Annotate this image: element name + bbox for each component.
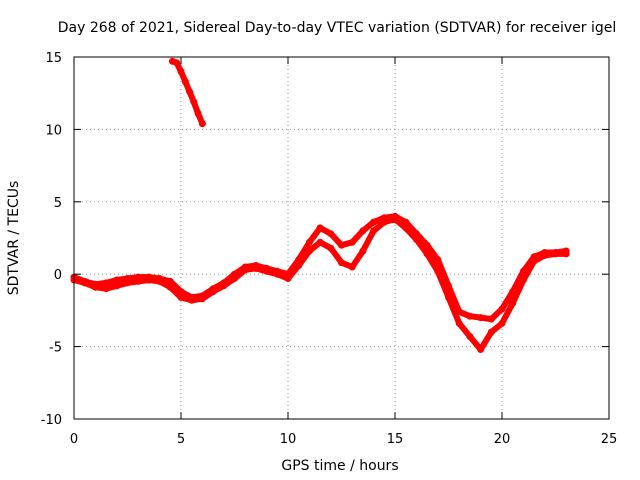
- y-tick-label: 5: [54, 196, 62, 211]
- data-point: [509, 299, 517, 307]
- data-point: [145, 276, 153, 284]
- data-point: [487, 315, 495, 323]
- data-point: [380, 218, 388, 226]
- data-point: [181, 78, 189, 86]
- data-point: [305, 247, 313, 255]
- y-tick-label: -10: [41, 413, 62, 428]
- data-point: [487, 328, 495, 336]
- chart-title: Day 268 of 2021, Sidereal Day-to-day VTE…: [58, 20, 617, 36]
- data-point: [412, 235, 420, 243]
- data-point: [541, 251, 549, 259]
- tick-marks: [73, 56, 610, 420]
- data-point: [370, 218, 378, 226]
- y-tick-label: 15: [45, 51, 62, 66]
- data-point: [434, 256, 442, 264]
- data-point: [113, 282, 121, 290]
- data-point: [284, 275, 292, 282]
- data-point: [562, 250, 570, 258]
- data-point: [519, 276, 527, 284]
- data-point: [102, 279, 110, 287]
- data-point: [198, 120, 206, 128]
- data-point: [173, 59, 181, 67]
- data-point: [102, 285, 110, 293]
- data-point: [188, 296, 196, 304]
- data-point: [338, 241, 345, 249]
- y-tick-label: -5: [49, 341, 62, 356]
- data-point: [316, 238, 324, 246]
- data-point: [231, 275, 238, 282]
- data-point: [316, 224, 324, 232]
- data-point: [327, 244, 335, 252]
- data-point: [252, 264, 260, 272]
- x-tick-label: 25: [601, 432, 618, 447]
- data-point: [402, 224, 410, 232]
- y-tick-label: 0: [54, 268, 62, 283]
- data-point: [466, 333, 474, 340]
- data-point: [498, 305, 506, 313]
- x-tick-label: 20: [494, 432, 511, 447]
- data-point: [348, 238, 356, 246]
- x-axis-title: GPS time / hours: [281, 458, 398, 474]
- data-point: [186, 88, 194, 96]
- data-point: [359, 227, 367, 235]
- data-point: [445, 293, 452, 301]
- data-point: [263, 267, 271, 275]
- data-point: [166, 283, 174, 291]
- data-point: [273, 270, 281, 278]
- data-point: [134, 277, 142, 285]
- x-tick-label: 15: [387, 432, 404, 447]
- y-tick-label: 10: [45, 123, 62, 138]
- data-point: [194, 110, 202, 117]
- data-point: [391, 215, 399, 223]
- x-tick-label: 5: [177, 432, 185, 447]
- data-point: [338, 259, 345, 267]
- data-point: [370, 227, 378, 235]
- data-point: [241, 266, 249, 274]
- data-point: [498, 319, 506, 327]
- x-tick-labels: 0 5 10 15 20 25: [70, 432, 617, 447]
- data-point: [327, 230, 335, 238]
- x-tick-label: 10: [280, 432, 297, 447]
- data-point: [477, 314, 485, 322]
- grid-lines: [74, 57, 609, 419]
- data-point: [423, 250, 431, 258]
- data-point: [177, 293, 185, 301]
- data-point: [81, 279, 89, 287]
- data-point: [156, 277, 164, 285]
- data-point: [209, 288, 217, 296]
- data-point: [434, 267, 442, 275]
- data-point: [305, 238, 313, 246]
- data-point: [530, 257, 538, 265]
- data-point: [477, 346, 485, 353]
- data-point: [124, 279, 131, 287]
- data-point: [91, 283, 99, 291]
- data-point: [348, 263, 356, 271]
- x-tick-label: 0: [70, 432, 78, 447]
- data-point: [552, 250, 559, 258]
- data-point: [295, 262, 303, 269]
- data-point: [359, 247, 367, 255]
- y-tick-labels: -10 -5 0 5 10 15: [41, 51, 62, 428]
- data-point: [190, 98, 198, 106]
- data-point: [220, 282, 228, 290]
- data-point: [466, 312, 474, 320]
- series-layer: [70, 57, 570, 353]
- data-point: [455, 319, 463, 327]
- plot-frame: [73, 56, 610, 420]
- data-point: [177, 68, 185, 75]
- data-point: [198, 295, 206, 303]
- data-point: [113, 276, 121, 284]
- y-axis-title: SDTVAR / TECUs: [6, 181, 22, 296]
